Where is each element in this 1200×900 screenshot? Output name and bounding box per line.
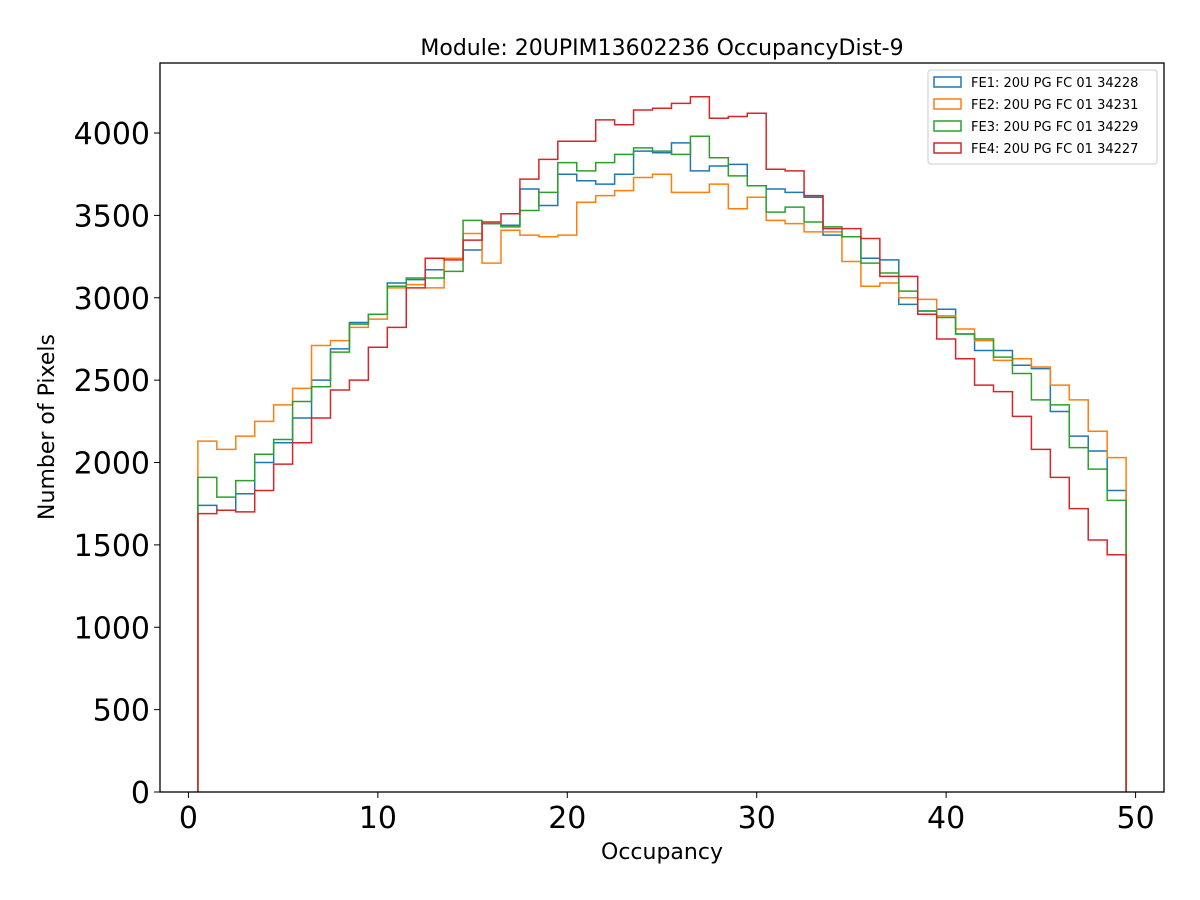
plot-frame bbox=[159, 62, 1165, 793]
y-tick-label: 0 bbox=[131, 776, 150, 811]
y-axis-ticks: 0 500 1000 1500 2000 2500 3000 3500 4000 bbox=[74, 117, 160, 811]
legend-swatch-fe1 bbox=[933, 76, 962, 88]
y-tick-label: 1000 bbox=[74, 611, 150, 646]
legend: FE1: 20U PG FC 01 34228 FE2: 20U PG FC 01… bbox=[927, 69, 1158, 165]
x-tick-label: 20 bbox=[548, 801, 586, 836]
y-tick-label: 500 bbox=[93, 694, 150, 729]
y-tick-label: 1500 bbox=[74, 529, 150, 564]
series-line-fe2 bbox=[197, 173, 1127, 792]
legend-swatch-fe4 bbox=[933, 142, 962, 154]
x-tick-label: 40 bbox=[927, 801, 965, 836]
y-tick-label: 3000 bbox=[74, 282, 150, 317]
legend-swatch-fe2 bbox=[933, 98, 962, 110]
y-tick-label: 3500 bbox=[74, 199, 150, 234]
legend-box bbox=[927, 69, 1158, 165]
series-line-fe4 bbox=[197, 96, 1127, 792]
y-tick-label: 2000 bbox=[74, 447, 150, 482]
series-layer bbox=[197, 96, 1127, 792]
series-line-fe3 bbox=[197, 135, 1127, 792]
legend-label-fe3: FE3: 20U PG FC 01 34229 bbox=[971, 120, 1138, 135]
x-tick-label: 30 bbox=[738, 801, 776, 836]
x-axis-ticks: 0 10 20 30 40 50 bbox=[179, 792, 1155, 836]
x-tick-label: 50 bbox=[1116, 801, 1154, 836]
y-axis-label: Number of Pixels bbox=[35, 334, 60, 520]
legend-label-fe2: FE2: 20U PG FC 01 34231 bbox=[971, 98, 1138, 113]
x-tick-label: 10 bbox=[359, 801, 397, 836]
y-tick-label: 2500 bbox=[74, 364, 150, 399]
series-line-fe1 bbox=[197, 142, 1127, 792]
x-axis-label: Occupancy bbox=[601, 840, 723, 865]
legend-label-fe1: FE1: 20U PG FC 01 34228 bbox=[971, 76, 1138, 91]
legend-swatch-fe3 bbox=[933, 120, 962, 132]
legend-label-fe4: FE4: 20U PG FC 01 34227 bbox=[971, 142, 1138, 157]
y-tick-label: 4000 bbox=[74, 117, 150, 152]
chart-title: Module: 20UPIM13602236 OccupancyDist-9 bbox=[420, 36, 903, 61]
x-tick-label: 0 bbox=[179, 801, 198, 836]
